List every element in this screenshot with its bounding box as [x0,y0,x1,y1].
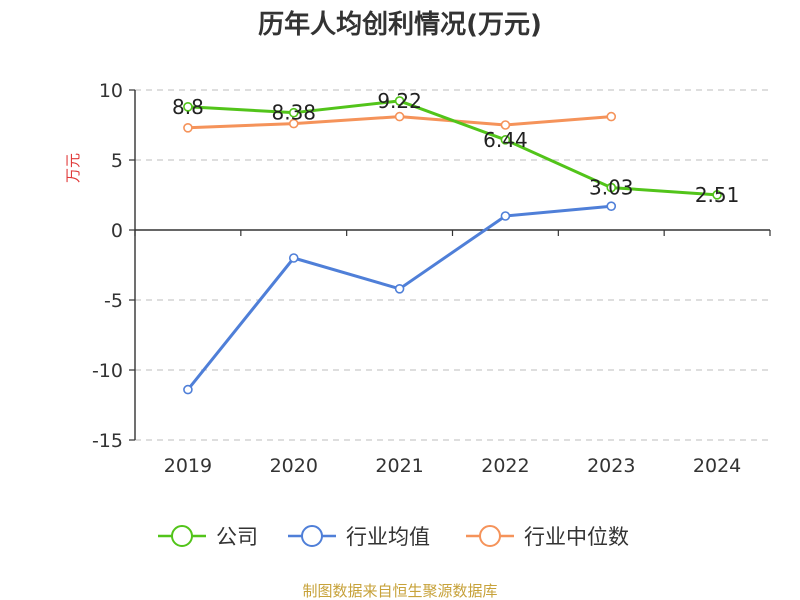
legend-marker [479,525,501,547]
data-point [606,201,617,211]
series-line [186,204,612,391]
legend-label: 公司 [216,525,258,549]
gridlines [135,89,770,441]
legend: 公司 行业均值 行业中位数 [158,525,629,549]
data-point [500,211,511,221]
data-point [500,120,511,130]
data-point [183,102,193,112]
data-labels: 8.8 8.38 9.22 6.44 3.03 2.51 [172,89,739,207]
y-tick-label: -10 [92,360,123,382]
data-point [712,190,722,200]
y-tick-label: 0 [111,220,123,242]
data-point [288,253,299,263]
y-axis-label: 万元 [64,153,82,183]
y-tick-label: 10 [99,80,123,102]
series-line [187,99,718,197]
data-point [288,118,299,129]
legend-marker [171,525,193,547]
x-tick-label: 2021 [375,455,423,477]
data-point [394,111,405,122]
axes: 10 5 0 -5 -10 -15 2019 2020 2021 2022 2023 2024 [92,80,771,477]
data-point [288,107,299,118]
x-tick-label: 2020 [270,455,318,477]
legend-label: 行业中位数 [524,525,629,549]
data-point [606,111,617,122]
data-label: 8.8 [172,95,204,119]
legend-marker [301,525,323,547]
data-point [183,384,193,395]
data-point [394,283,405,294]
y-tick-label: -5 [104,290,123,312]
legend-item[interactable]: 公司 [158,525,258,549]
data-point [183,123,193,133]
series-2 [183,111,617,133]
data-label: 8.38 [271,101,316,125]
legend-label: 行业均值 [346,525,430,549]
data-label: 2.51 [695,183,740,207]
data-point [606,182,617,193]
x-tick-label: 2024 [693,455,741,477]
data-label: 3.03 [589,176,634,200]
series-0 [183,96,722,200]
legend-item[interactable]: 行业中位数 [466,525,629,549]
series-1 [183,201,617,395]
y-tick-label: -15 [92,430,123,452]
data-label: 6.44 [483,128,528,152]
data-point [500,135,511,145]
y-tick-label: 5 [111,150,123,172]
x-tick-label: 2019 [164,455,212,477]
source-note: 制图数据来自恒生聚源数据库 [302,582,497,600]
chart-title: 历年人均创利情况(万元) [258,9,542,40]
data-label: 9.22 [377,89,422,113]
x-tick-label: 2023 [587,455,635,477]
series-lines [183,96,722,395]
data-point [394,96,405,106]
x-tick-label: 2022 [481,455,529,477]
legend-item[interactable]: 行业均值 [288,525,430,549]
